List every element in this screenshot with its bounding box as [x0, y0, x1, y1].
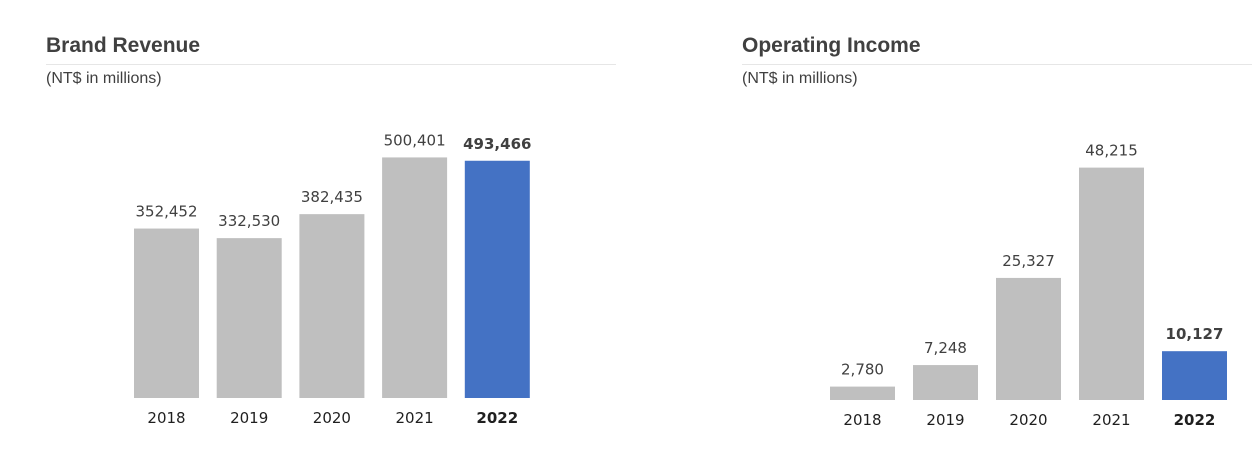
category-label-2020: 2020 [313, 409, 351, 427]
data-label-2022: 493,466 [463, 135, 531, 153]
bar-2022 [1162, 351, 1227, 400]
title-divider [46, 64, 616, 65]
bar-2022 [464, 160, 530, 398]
brand-revenue-panel: Brand Revenue (NT$ in millions) 352,452 2… [46, 0, 616, 472]
operating-income-panel: Operating Income (NT$ in millions) 2,780… [742, 0, 1252, 472]
bar-2019 [913, 365, 978, 400]
brand-revenue-chart: 352,452 2018 332,530 2019 382,435 2020 500,401… [134, 131, 531, 427]
category-label-2021: 2021 [1092, 411, 1130, 429]
category-label-2018: 2018 [147, 409, 185, 427]
category-label-2019: 2019 [230, 409, 268, 427]
chart-title: Operating Income [742, 34, 921, 57]
bar-2021 [1079, 167, 1144, 400]
chart-subtitle: (NT$ in millions) [46, 70, 162, 87]
data-label-2021: 48,215 [1085, 142, 1138, 160]
bar-2018 [830, 386, 895, 400]
bar-2021 [382, 157, 448, 398]
data-label-2019: 332,530 [218, 212, 280, 230]
category-label-2022: 2022 [476, 409, 518, 427]
bar-2020 [299, 214, 365, 398]
chart-title: Brand Revenue [46, 34, 201, 57]
bar-2019 [216, 238, 282, 398]
category-label-2022: 2022 [1174, 411, 1216, 429]
data-label-2019: 7,248 [924, 339, 967, 357]
data-label-2020: 25,327 [1002, 252, 1055, 270]
chart-subtitle: (NT$ in millions) [742, 70, 858, 87]
category-label-2018: 2018 [843, 411, 881, 429]
data-label-2020: 382,435 [301, 188, 363, 206]
category-label-2020: 2020 [1009, 411, 1047, 429]
title-divider [742, 64, 1252, 65]
category-label-2019: 2019 [926, 411, 964, 429]
data-label-2018: 352,452 [135, 203, 197, 221]
bar-2020 [996, 277, 1061, 400]
data-label-2021: 500,401 [384, 131, 446, 149]
bar-2018 [134, 228, 199, 398]
operating-income-chart: 2,780 2018 7,248 2019 25,327 2020 48,215 2021 10… [830, 142, 1227, 429]
data-label-2018: 2,780 [841, 361, 884, 379]
data-label-2022: 10,127 [1166, 325, 1224, 343]
category-label-2021: 2021 [396, 409, 434, 427]
